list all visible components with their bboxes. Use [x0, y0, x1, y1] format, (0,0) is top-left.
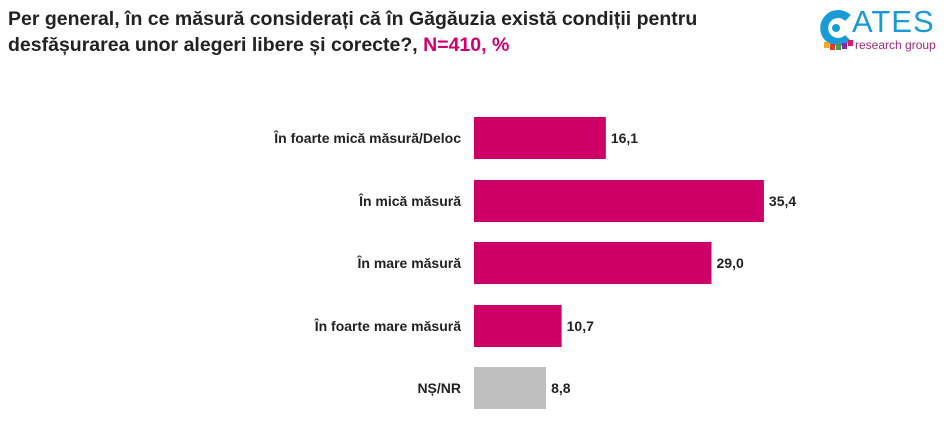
logo-subtitle: research group [855, 38, 936, 52]
ates-logo: ATES research group [818, 4, 943, 52]
data-label: 16,1 [611, 130, 638, 146]
category-label: În mare măsură [357, 254, 462, 271]
bar [474, 367, 547, 409]
data-label: 8,8 [551, 380, 571, 396]
category-label: În foarte mică măsură/Deloc [273, 129, 461, 146]
bar [474, 305, 562, 347]
bar [474, 242, 712, 284]
logo-name: ATES [852, 4, 935, 39]
data-label: 10,7 [567, 318, 594, 334]
bar [474, 117, 606, 159]
data-label: 29,0 [717, 255, 744, 271]
data-label: 35,4 [769, 193, 796, 209]
category-label: NȘ/NR [417, 380, 461, 396]
logo-mark-icon [820, 10, 853, 50]
title-text: Per general, în ce măsură considerați că… [8, 8, 698, 56]
category-label: În mică măsură [358, 192, 461, 209]
sample-size: N=410, % [423, 34, 510, 56]
chart-title: Per general, în ce măsură considerați că… [8, 6, 788, 58]
category-label: În foarte mare măsură [314, 317, 461, 334]
bar [474, 180, 764, 222]
